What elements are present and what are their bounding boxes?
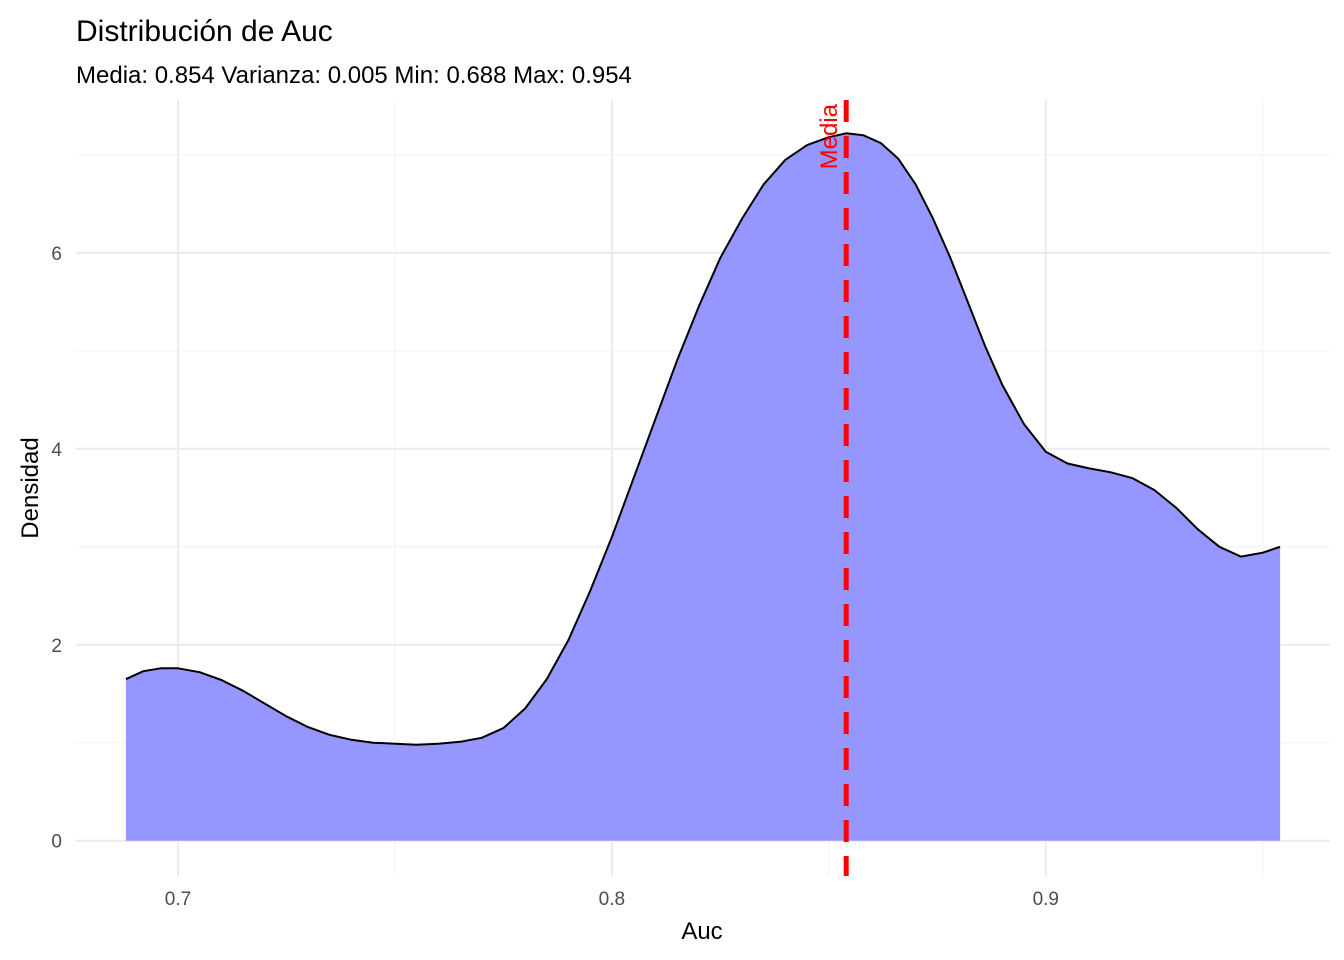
x-tick-label: 0.9 xyxy=(1033,889,1059,910)
density-curve xyxy=(125,132,1281,746)
x-tick-label: 0.7 xyxy=(165,889,191,910)
y-tick-label: 4 xyxy=(51,440,62,461)
y-tick-label: 6 xyxy=(51,244,62,265)
y-axis-ticks: 0 2 4 6 xyxy=(51,244,62,853)
y-axis-title: Densidad xyxy=(17,437,44,538)
x-axis-ticks: 0.7 0.8 0.9 xyxy=(165,889,1059,910)
chart-title: Distribución de Auc xyxy=(76,15,333,48)
mean-label: Media xyxy=(816,103,843,169)
x-tick-label: 0.8 xyxy=(599,889,625,910)
y-tick-label: 2 xyxy=(51,636,62,657)
x-axis-title: Auc xyxy=(681,918,722,945)
y-tick-label: 0 xyxy=(51,832,62,853)
chart-subtitle: Media: 0.854 Varianza: 0.005 Min: 0.688 … xyxy=(76,62,632,89)
density-area xyxy=(125,133,1281,841)
